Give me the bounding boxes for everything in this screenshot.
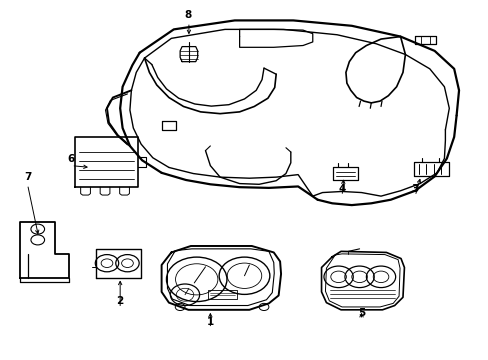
Text: 5: 5 <box>357 308 365 318</box>
Text: 1: 1 <box>206 317 214 327</box>
Text: 6: 6 <box>68 154 75 164</box>
Text: 7: 7 <box>24 172 31 182</box>
Text: 2: 2 <box>116 296 123 306</box>
Text: 3: 3 <box>411 184 418 194</box>
Text: 8: 8 <box>184 10 192 21</box>
Text: 4: 4 <box>338 184 345 194</box>
